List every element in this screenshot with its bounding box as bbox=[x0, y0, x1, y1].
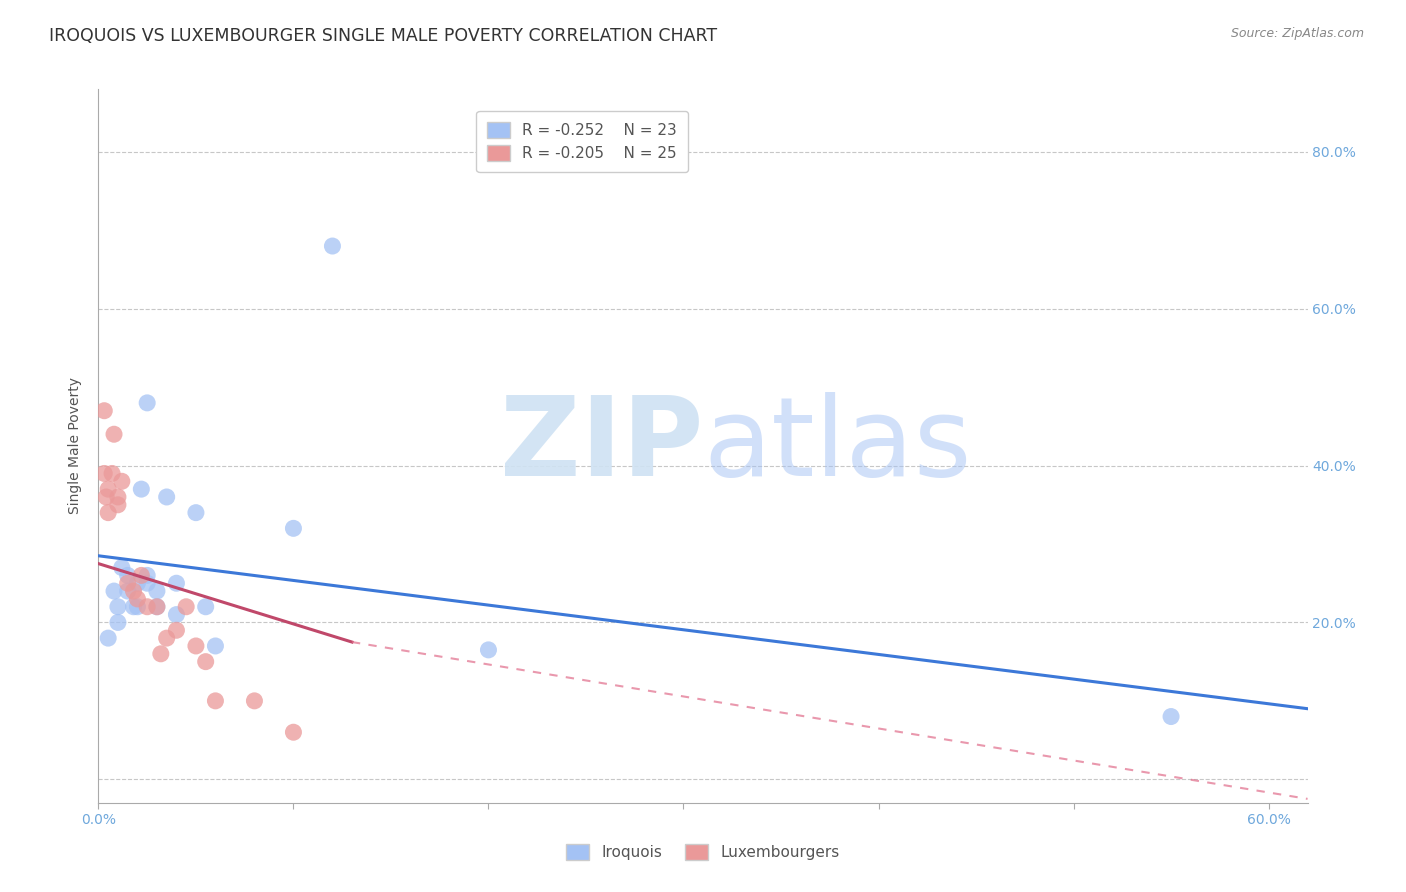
Point bbox=[165, 624, 187, 638]
Point bbox=[146, 599, 169, 614]
Point bbox=[107, 599, 129, 614]
Point bbox=[97, 631, 120, 645]
Point bbox=[136, 599, 159, 614]
Point bbox=[111, 475, 134, 489]
Point bbox=[184, 506, 207, 520]
Text: ZIP: ZIP bbox=[499, 392, 703, 500]
Text: atlas: atlas bbox=[703, 392, 972, 500]
Point bbox=[117, 576, 139, 591]
Point bbox=[156, 631, 179, 645]
Point bbox=[283, 725, 305, 739]
Text: IROQUOIS VS LUXEMBOURGER SINGLE MALE POVERTY CORRELATION CHART: IROQUOIS VS LUXEMBOURGER SINGLE MALE POV… bbox=[49, 27, 717, 45]
Point bbox=[131, 568, 153, 582]
Point bbox=[174, 599, 197, 614]
Point bbox=[127, 576, 149, 591]
Point bbox=[156, 490, 179, 504]
Point bbox=[101, 467, 124, 481]
Point bbox=[122, 584, 145, 599]
Point bbox=[127, 591, 149, 606]
Point bbox=[194, 655, 217, 669]
Point bbox=[93, 403, 115, 417]
Point bbox=[243, 694, 266, 708]
Point bbox=[107, 498, 129, 512]
Point bbox=[194, 599, 217, 614]
Point bbox=[136, 568, 159, 582]
Point bbox=[165, 607, 187, 622]
Y-axis label: Single Male Poverty: Single Male Poverty bbox=[69, 377, 83, 515]
Point bbox=[127, 599, 149, 614]
Point bbox=[283, 521, 305, 535]
Point bbox=[107, 615, 129, 630]
Point bbox=[204, 639, 226, 653]
Point bbox=[122, 599, 145, 614]
Point bbox=[107, 490, 129, 504]
Point bbox=[97, 482, 120, 496]
Point bbox=[165, 576, 187, 591]
Point bbox=[477, 643, 499, 657]
Point bbox=[96, 490, 118, 504]
Point bbox=[204, 694, 226, 708]
Point bbox=[321, 239, 343, 253]
Point bbox=[131, 482, 153, 496]
Point bbox=[1160, 709, 1182, 723]
Point bbox=[146, 584, 169, 599]
Point bbox=[146, 599, 169, 614]
Point bbox=[97, 506, 120, 520]
Point bbox=[111, 560, 134, 574]
Text: Source: ZipAtlas.com: Source: ZipAtlas.com bbox=[1230, 27, 1364, 40]
Point bbox=[149, 647, 172, 661]
Point bbox=[136, 576, 159, 591]
Point bbox=[93, 467, 115, 481]
Point bbox=[117, 568, 139, 582]
Point bbox=[184, 639, 207, 653]
Legend: Iroquois, Luxembourgers: Iroquois, Luxembourgers bbox=[560, 838, 846, 866]
Point bbox=[136, 396, 159, 410]
Point bbox=[117, 584, 139, 599]
Point bbox=[103, 427, 125, 442]
Point bbox=[103, 584, 125, 599]
